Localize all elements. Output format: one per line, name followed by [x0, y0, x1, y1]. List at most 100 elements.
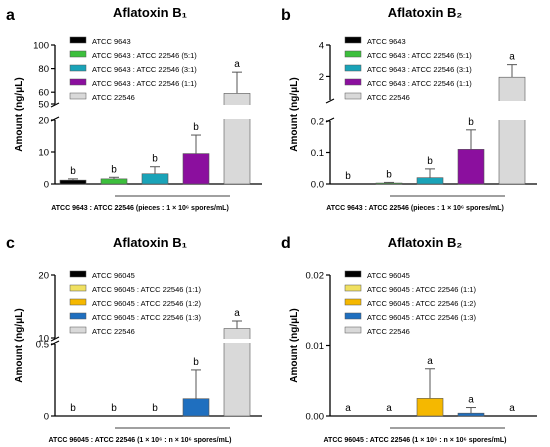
legend-swatch — [69, 78, 87, 86]
significance-letter: a — [427, 356, 433, 367]
significance-letter: b — [70, 403, 76, 414]
y-tick-label: 50 — [38, 100, 49, 111]
bar — [375, 182, 403, 185]
legend-entry: ATCC 96045 : ATCC 22546 (1:2) — [92, 299, 201, 308]
x-axis-label: ATCC 9643 : ATCC 22546 (pieces : 1 × 10⁶… — [51, 205, 229, 212]
legend-swatch — [344, 50, 362, 58]
significance-letter: b — [427, 156, 433, 167]
legend-entry: ATCC 22546 — [367, 93, 410, 102]
bar — [498, 76, 526, 185]
legend-swatch — [344, 270, 362, 278]
bar-break-gap — [498, 101, 526, 120]
chart-title: Aflatoxin B₂ — [388, 5, 463, 20]
significance-letter: a — [468, 395, 474, 406]
significance-letter: a — [509, 403, 515, 414]
axis-break-mark — [325, 98, 335, 104]
legend-entry: ATCC 96045 — [367, 271, 410, 280]
legend-entry: ATCC 96045 : ATCC 22546 (1:2) — [367, 299, 476, 308]
axis-break-mark — [50, 336, 60, 342]
y-tick-label: 0.5 — [36, 340, 49, 351]
y-tick-label: 20 — [38, 116, 49, 127]
significance-letter: a — [345, 403, 351, 414]
bar-break-gap — [223, 339, 251, 343]
bar — [416, 177, 444, 185]
legend-entry: ATCC 22546 — [92, 327, 135, 336]
significance-letter: b — [193, 122, 199, 133]
legend-swatch — [344, 64, 362, 72]
panel-c: c Aflatoxin B₁ Amount (ng/μL) 0 0.510 20 b b b b a… — [6, 235, 262, 444]
legend-entry: ATCC 9643 — [367, 37, 406, 46]
y-axis-label: Amount (ng/μL) — [14, 308, 25, 382]
bar — [182, 153, 210, 185]
legend-entry: ATCC 96045 : ATCC 22546 (1:1) — [367, 285, 476, 294]
y-tick-label: 0 — [44, 412, 49, 423]
legend-swatch — [344, 92, 362, 100]
y-tick-label: 0.2 — [311, 117, 324, 128]
significance-letter: b — [386, 169, 392, 180]
y-tick-label: 100 — [33, 41, 49, 52]
bar — [457, 412, 485, 417]
legend-swatch — [344, 312, 362, 320]
bar — [182, 398, 210, 417]
panel-letter: a — [6, 7, 15, 24]
legend-entry: ATCC 9643 : ATCC 22546 (3:1) — [92, 65, 197, 74]
x-axis-label: ATCC 96045 : ATCC 22546 (1 × 10⁶ : n × 1… — [324, 437, 507, 444]
legend-swatch — [344, 284, 362, 292]
significance-letter: b — [468, 117, 474, 128]
x-axis-label: ATCC 96045 : ATCC 22546 (1 × 10⁶ : n × 1… — [49, 437, 232, 444]
y-tick-label: 0.02 — [306, 271, 325, 282]
legend-swatch — [69, 64, 87, 72]
panel-d: d Aflatoxin B₂ Amount (ng/μL) 0.00 0.01 0.02 a… — [281, 235, 537, 444]
y-axis-label: Amount (ng/μL) — [289, 308, 300, 382]
chart-title: Aflatoxin B₁ — [113, 5, 187, 20]
bar — [223, 328, 251, 417]
significance-letter: b — [345, 171, 351, 182]
legend-entry: ATCC 96045 : ATCC 22546 (1:3) — [367, 313, 476, 322]
legend-entry: ATCC 96045 : ATCC 22546 (1:3) — [92, 313, 201, 322]
significance-letter: b — [193, 357, 199, 368]
legend-swatch — [344, 326, 362, 334]
legend-swatch — [344, 298, 362, 306]
y-axis-label: Amount (ng/μL) — [289, 77, 300, 151]
y-tick-label: 0.1 — [311, 148, 324, 159]
bar — [141, 173, 169, 185]
y-tick-label: 20 — [38, 271, 49, 282]
legend-swatch — [69, 298, 87, 306]
legend-entry: ATCC 22546 — [92, 93, 135, 102]
x-axis-label: ATCC 9643 : ATCC 22546 (pieces : 1 × 10⁶… — [326, 205, 504, 212]
y-tick-label: 4 — [319, 41, 324, 52]
bar — [100, 178, 128, 185]
y-tick-label: 10 — [38, 148, 49, 159]
significance-letter: a — [234, 308, 240, 319]
y-tick-label: 10 — [38, 334, 49, 345]
significance-letter: b — [70, 166, 76, 177]
legend-swatch — [344, 36, 362, 44]
legend-entry: ATCC 9643 — [92, 37, 131, 46]
legend-swatch — [344, 78, 362, 86]
legend-entry: ATCC 22546 — [367, 327, 410, 336]
bar-break-gap — [223, 105, 251, 119]
chart-title: Aflatoxin B₂ — [388, 235, 463, 250]
significance-letter: a — [386, 403, 392, 414]
legend-swatch — [69, 284, 87, 292]
legend-swatch — [69, 50, 87, 58]
y-tick-label: 0.0 — [311, 180, 324, 191]
legend-entry: ATCC 9643 : ATCC 22546 (3:1) — [367, 65, 472, 74]
legend-swatch — [69, 36, 87, 44]
legend-entry: ATCC 9643 : ATCC 22546 (5:1) — [92, 51, 197, 60]
legend-swatch — [69, 326, 87, 334]
bar — [457, 149, 485, 185]
y-tick-label: 0.00 — [306, 412, 325, 423]
y-tick-label: 80 — [38, 64, 49, 75]
legend-swatch — [69, 312, 87, 320]
y-tick-label: 2 — [319, 72, 324, 83]
panel-b: b Aflatoxin B₂ Amount (ng/μL) 0.0 0.1 0.2 2 4 b b… — [281, 5, 537, 212]
legend-swatch — [69, 270, 87, 278]
legend-swatch — [69, 92, 87, 100]
axis-break-mark — [50, 102, 60, 108]
significance-letter: b — [111, 403, 117, 414]
panel-letter: d — [281, 235, 291, 252]
significance-letter: a — [509, 52, 515, 63]
